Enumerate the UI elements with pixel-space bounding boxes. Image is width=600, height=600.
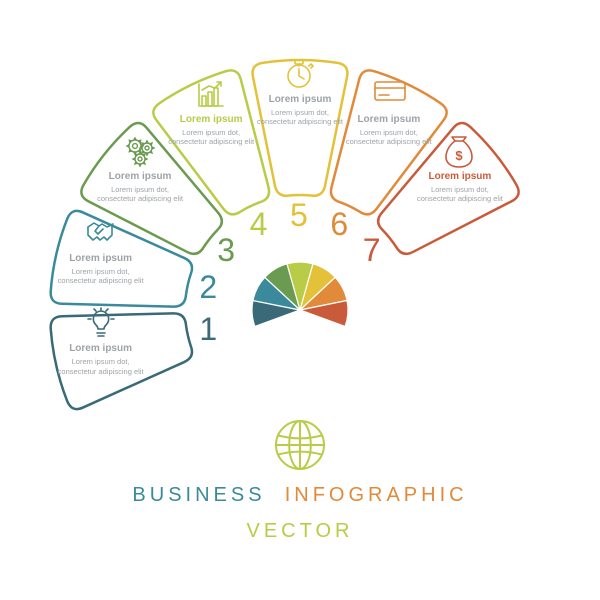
segment-title-3: Lorem ipsum [98,171,182,183]
segment-body-7: Lorem ipsum dot, consectetur adipiscing … [416,185,504,204]
segment-title-4: Lorem ipsum [169,114,253,126]
segment-number-5: 5 [290,197,308,234]
segment-number-2: 2 [199,269,217,306]
segment-body-6: Lorem ipsum dot, consectetur adipiscing … [345,128,433,147]
segment-number-7: 7 [363,232,381,269]
segment-body-3: Lorem ipsum dot, consectetur adipiscing … [96,185,184,204]
segment-number-3: 3 [217,232,235,269]
segment-body-2: Lorem ipsum dot, consectetur adipiscing … [57,267,145,286]
infographic-stage: 1Lorem ipsumLorem ipsum dot, consectetur… [0,0,600,600]
segment-body-1: Lorem ipsum dot, consectetur adipiscing … [57,357,145,376]
segment-number-1: 1 [199,311,217,348]
globe-icon [276,421,324,469]
main-title-line1: BUSINESS INFOGRAPHIC [0,484,600,507]
segment-title-7: Lorem ipsum [418,171,502,183]
title-word-infographic: INFOGRAPHIC [285,484,468,506]
title-word-business: BUSINESS [132,484,265,506]
svg-text:$: $ [455,148,463,163]
segment-title-6: Lorem ipsum [347,114,431,126]
segment-body-5: Lorem ipsum dot, consectetur adipiscing … [256,108,344,127]
segment-number-4: 4 [250,206,268,243]
segment-title-5: Lorem ipsum [258,94,342,106]
main-title-line2: VECTOR [0,520,600,543]
segment-title-2: Lorem ipsum [59,253,143,265]
segment-title-1: Lorem ipsum [59,343,143,355]
segment-number-6: 6 [330,206,348,243]
segment-body-4: Lorem ipsum dot, consectetur adipiscing … [167,128,255,147]
